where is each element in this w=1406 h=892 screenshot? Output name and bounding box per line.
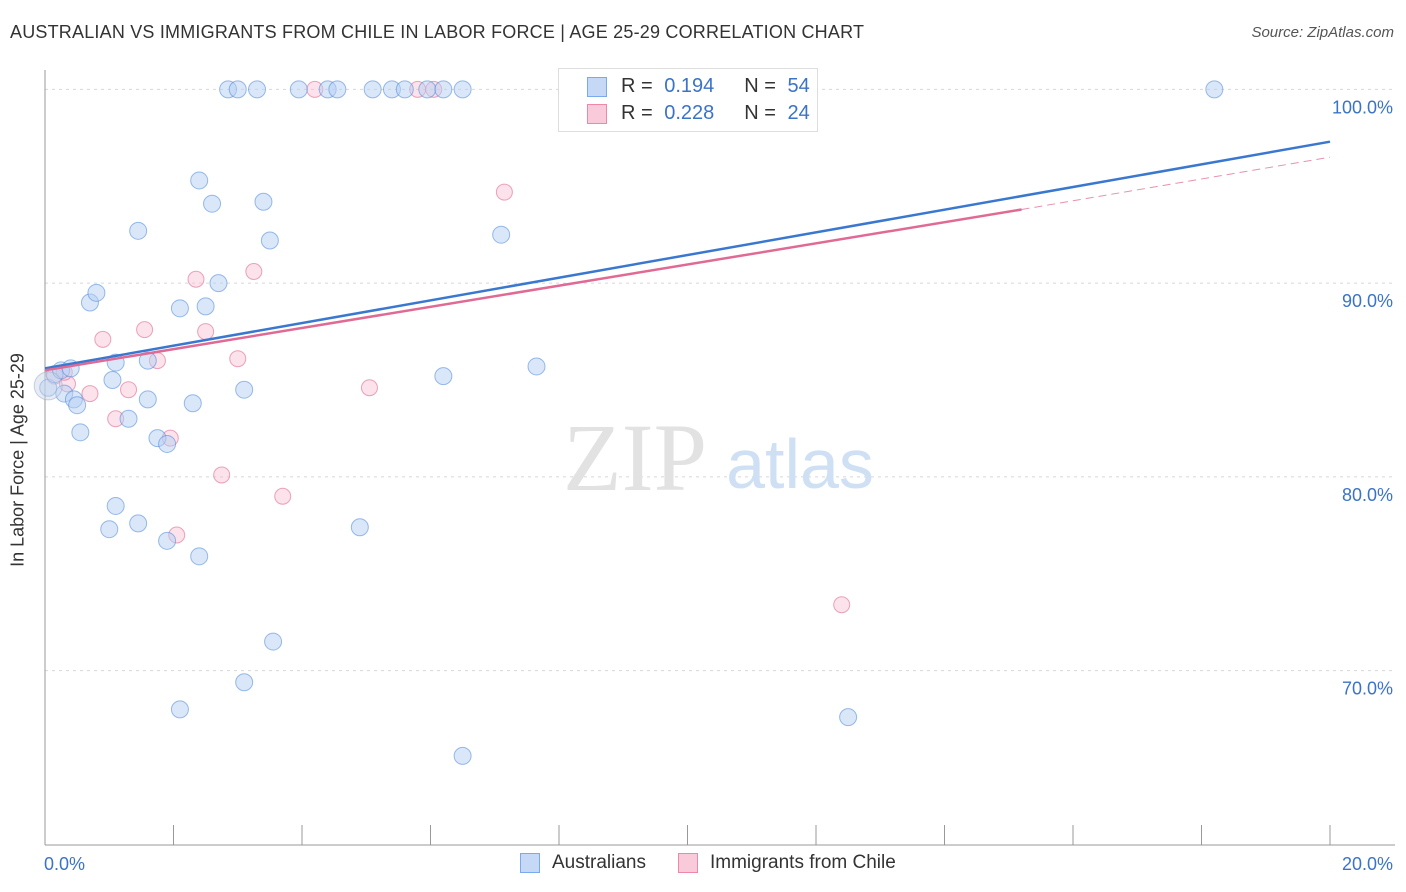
y-tick-label: 80.0%: [1342, 485, 1393, 505]
trend-line-australians: [44, 140, 1331, 370]
chart-title: AUSTRALIAN VS IMMIGRANTS FROM CHILE IN L…: [10, 22, 865, 42]
stats-legend: R = 0.194 N = 54 R = 0.228 N = 24: [558, 68, 818, 132]
data-point-australians: [289, 80, 308, 99]
data-point-australians: [235, 380, 254, 399]
data-point-australians: [418, 80, 437, 99]
legend-r-value: 0.228: [664, 102, 715, 124]
data-point-chile: [245, 263, 263, 280]
data-point-chile: [213, 466, 231, 484]
watermark: ZIP atlas: [563, 404, 874, 511]
y-tick-label: 90.0%: [1342, 291, 1393, 311]
data-point-australians: [328, 80, 347, 99]
watermark-atlas: atlas: [726, 425, 874, 503]
legend-swatch-chile: [678, 853, 698, 873]
data-point-chile: [229, 350, 247, 368]
trend-line-chile-extension: [1021, 156, 1331, 210]
data-point-australians: [260, 231, 279, 250]
data-point-australians: [254, 192, 273, 211]
data-point-australians: [190, 547, 209, 566]
data-point-australians: [71, 423, 90, 442]
legend-row-australians: R = 0.194 N = 54: [587, 75, 810, 98]
data-point-australians: [350, 518, 369, 537]
data-point-australians: [492, 225, 511, 244]
data-point-australians: [100, 520, 119, 539]
legend-r-value: 0.194: [664, 75, 715, 97]
legend-swatch-pink: [587, 103, 607, 124]
data-point-australians: [103, 371, 122, 389]
data-point-australians: [839, 708, 858, 727]
axes: [44, 70, 1395, 846]
legend-swatch-blue: [587, 76, 607, 97]
legend-n-label: N =: [744, 102, 776, 124]
data-point-chile: [187, 270, 205, 288]
data-point-chile: [120, 381, 138, 399]
data-point-australians: [170, 299, 189, 318]
data-point-chile: [197, 323, 215, 341]
legend-swatch-australians: [520, 853, 540, 873]
source-label: Source: ZipAtlas.com: [1251, 24, 1394, 41]
data-point-australians: [183, 394, 202, 413]
data-point-australians: [235, 673, 254, 692]
trend-lines: [44, 140, 1331, 372]
legend-n-value: 54: [787, 75, 810, 97]
data-point-australians: [190, 171, 209, 190]
series-legend: Australians Immigrants from Chile: [520, 852, 896, 874]
y-tick-label: 70.0%: [1342, 679, 1393, 699]
data-point-australians: [395, 80, 414, 99]
data-point-chile: [495, 183, 513, 201]
data-point-australians: [248, 80, 267, 99]
data-point-australians: [158, 531, 177, 550]
data-point-australians: [1205, 80, 1224, 99]
x-tick-label: 0.0%: [44, 854, 85, 874]
data-point-chile: [81, 385, 99, 403]
data-point-australians: [158, 434, 177, 453]
data-point-australians: [196, 297, 215, 316]
legend-label-australians: Australians: [552, 852, 646, 873]
data-point-australians: [119, 409, 138, 428]
data-point-australians: [434, 367, 453, 386]
data-point-chile: [360, 379, 378, 397]
watermark-zip: ZIP: [563, 404, 707, 511]
data-point-australians: [453, 746, 472, 765]
legend-label-chile: Immigrants from Chile: [710, 852, 896, 873]
data-point-australians: [527, 357, 546, 376]
data-point-australians: [434, 80, 453, 99]
data-point-australians: [106, 496, 125, 515]
data-point-australians: [363, 80, 382, 99]
x-tick-label: 20.0%: [1342, 854, 1393, 874]
data-point-australians: [203, 194, 222, 213]
y-axis-label: In Labor Force | Age 25-29: [7, 353, 28, 567]
data-point-australians: [453, 80, 472, 99]
legend-r-label: R =: [621, 102, 653, 124]
series-australians-points: [33, 80, 1224, 765]
data-point-australians: [68, 396, 87, 415]
data-point-australians: [129, 221, 148, 240]
data-point-australians: [138, 390, 157, 409]
data-point-australians: [209, 274, 228, 293]
tick-labels: 70.0% 80.0% 90.0% 100.0% 0.0% 20.0%: [44, 97, 1393, 874]
trend-line-chile: [44, 208, 1022, 372]
data-point-australians: [264, 632, 283, 651]
y-tick-label: 100.0%: [1332, 97, 1393, 117]
data-point-chile: [136, 321, 154, 339]
data-point-chile: [274, 487, 292, 505]
data-point-chile: [94, 330, 112, 348]
legend-r-label: R =: [621, 75, 653, 97]
data-point-cluster: [33, 371, 63, 401]
grid-lines: [45, 88, 1395, 672]
legend-n-label: N =: [744, 75, 776, 97]
data-point-chile: [833, 596, 851, 614]
data-point-australians: [87, 283, 106, 302]
legend-n-value: 24: [787, 102, 810, 124]
data-point-australians: [228, 80, 247, 99]
legend-row-chile: R = 0.228 N = 24: [587, 102, 810, 125]
data-point-australians: [170, 700, 189, 719]
data-point-australians: [129, 514, 148, 533]
